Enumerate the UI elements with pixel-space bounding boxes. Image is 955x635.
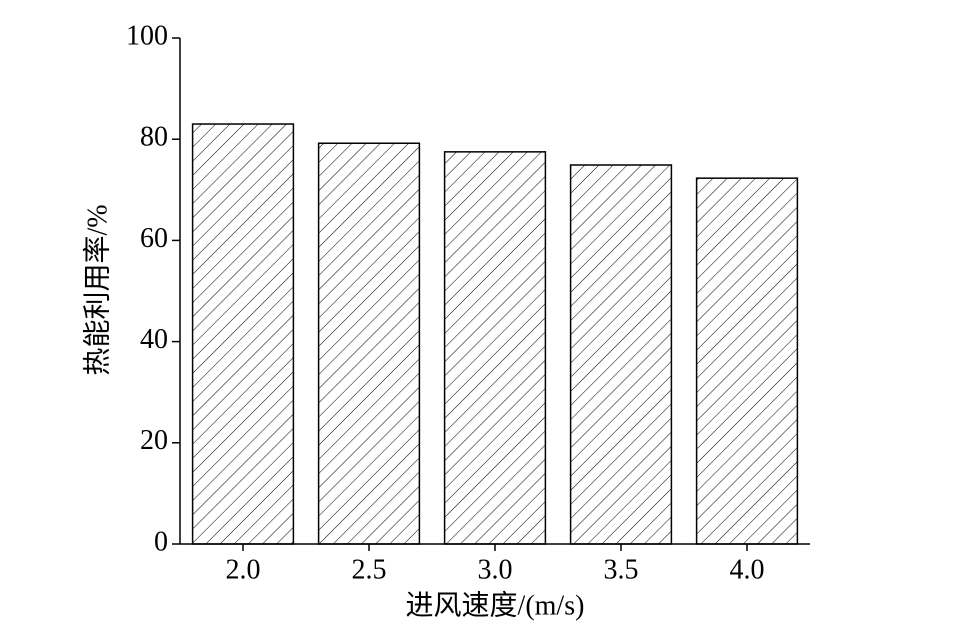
y-tick-label: 60 [140, 223, 168, 254]
y-tick-label: 0 [154, 526, 168, 557]
bar [695, 177, 799, 545]
x-tick-label: 4.0 [730, 554, 765, 585]
y-tick-label: 20 [140, 425, 168, 456]
bar [191, 123, 295, 545]
x-tick-label: 2.0 [226, 554, 261, 585]
y-tick-label: 40 [140, 324, 168, 355]
y-tick-label: 80 [140, 122, 168, 153]
bar [317, 142, 421, 545]
x-tick-label: 3.5 [604, 554, 639, 585]
bar [443, 151, 547, 545]
x-tick-label: 2.5 [352, 554, 387, 585]
x-tick-label: 3.0 [478, 554, 513, 585]
bar [569, 164, 673, 545]
y-axis-label: 热能利用率/% [81, 204, 113, 375]
y-tick-label: 100 [126, 20, 168, 51]
x-axis-label: 进风速度/(m/s) [406, 589, 585, 621]
